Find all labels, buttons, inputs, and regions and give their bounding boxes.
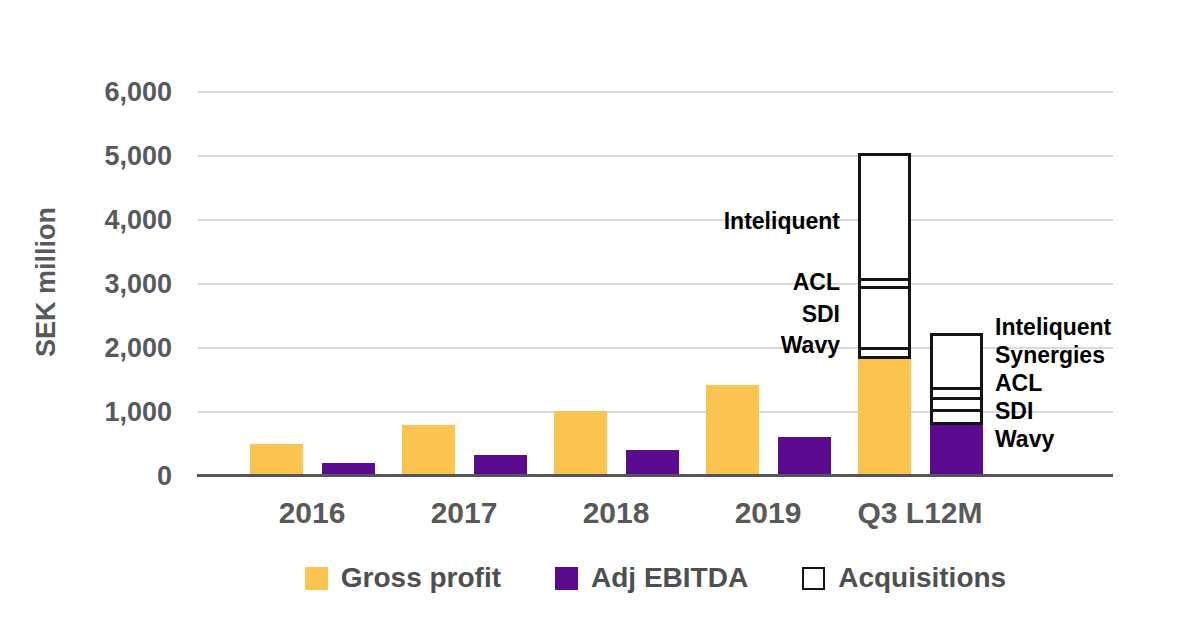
y-tick-label-2000: 2,000	[60, 332, 172, 364]
acquisitions-stack-adj-ebitda	[930, 333, 983, 425]
legend-item-adj-ebitda: Adj EBITDA	[555, 562, 748, 594]
y-tick-label-6000: 6,000	[60, 76, 172, 108]
bar-chart: SEK million 0 1,000 2,000 3,000 4,000 5,000 6,…	[0, 0, 1180, 644]
gridline-3000	[198, 283, 1113, 285]
x-axis-line	[197, 474, 1113, 477]
acquisitions-stack-gross-profit	[858, 153, 911, 359]
acquisition-label-left-sdi: SDI	[802, 301, 840, 328]
y-tick-label-0: 0	[60, 460, 172, 492]
legend-label-gross-profit: Gross profit	[341, 562, 501, 594]
acquisition-label-right-sdi: SDI	[995, 398, 1033, 425]
bar-adj-ebitda-2017	[474, 455, 527, 476]
bar-adj-ebitda-2019	[778, 437, 831, 476]
acquisition-label-left-acl: ACL	[793, 269, 840, 296]
bar-gross-profit-2017	[402, 425, 455, 476]
acquisition-label-right-inteliquent: Inteliquent	[995, 314, 1111, 341]
gridline-4000	[198, 219, 1113, 221]
legend-swatch-gross-profit	[305, 567, 328, 590]
segment-divider-synergies	[933, 387, 980, 390]
bar-gross-profit-q3-l12m	[858, 359, 911, 476]
bar-gross-profit-2016	[250, 444, 303, 476]
segment-divider-wavy	[933, 422, 980, 425]
acquisition-label-left-inteliquent: Inteliquent	[724, 208, 840, 235]
segment-divider-acl	[861, 278, 908, 281]
bar-gross-profit-2019	[706, 385, 759, 476]
acquisition-label-right-synergies: Synergies	[995, 342, 1105, 369]
legend-swatch-adj-ebitda	[555, 567, 578, 590]
acquisition-label-left-wavy: Wavy	[781, 332, 840, 359]
gridline-5000	[198, 155, 1113, 157]
legend-label-acquisitions: Acquisitions	[838, 562, 1006, 594]
x-axis-label-q3-l12m: Q3 L12M	[830, 496, 1010, 530]
y-tick-label-3000: 3,000	[60, 268, 172, 300]
gridline-6000	[198, 91, 1113, 93]
bar-adj-ebitda-2018	[626, 450, 679, 476]
segment-divider-sdi	[933, 409, 980, 412]
acquisition-label-right-acl: ACL	[995, 370, 1042, 397]
y-tick-label-4000: 4,000	[60, 204, 172, 236]
legend-item-acquisitions: Acquisitions	[802, 562, 1006, 594]
segment-divider-wavy	[861, 347, 908, 350]
legend-swatch-acquisitions	[802, 567, 825, 590]
y-tick-label-1000: 1,000	[60, 396, 172, 428]
legend-label-adj-ebitda: Adj EBITDA	[591, 562, 748, 594]
y-tick-label-5000: 5,000	[60, 140, 172, 172]
legend-item-gross-profit: Gross profit	[305, 562, 501, 594]
segment-divider-sdi	[861, 286, 908, 289]
acquisition-label-right-wavy: Wavy	[995, 426, 1054, 453]
bar-gross-profit-2018	[554, 411, 607, 476]
y-axis-title: SEK million	[31, 207, 62, 357]
segment-divider-acl	[933, 397, 980, 400]
bar-adj-ebitda-q3-l12m	[930, 425, 983, 476]
chart-legend: Gross profit Adj EBITDA Acquisitions	[198, 562, 1113, 594]
